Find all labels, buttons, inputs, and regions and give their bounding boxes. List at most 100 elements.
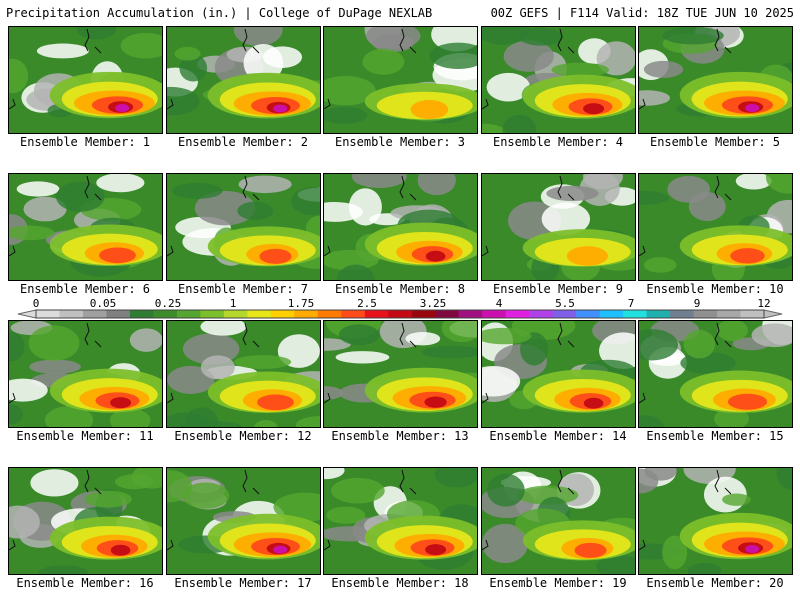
coastline xyxy=(714,469,732,495)
colorbar-segment xyxy=(106,310,131,318)
coastline xyxy=(714,322,732,348)
ensemble-member-label: Ensemble Member: 13 xyxy=(331,429,469,443)
precip-map xyxy=(324,468,477,574)
coastline xyxy=(557,175,575,201)
coastline xyxy=(167,245,174,257)
colorbar-tick-label: 9 xyxy=(693,297,701,310)
colorbar-segment xyxy=(317,310,342,318)
ensemble-member-label: Ensemble Member: 18 xyxy=(331,576,469,590)
coastline xyxy=(84,469,102,495)
ensemble-panel xyxy=(638,320,793,428)
colorbar-segment xyxy=(552,310,577,318)
precip-map xyxy=(167,27,320,133)
coastline xyxy=(242,175,260,201)
ensemble-panel xyxy=(166,467,321,575)
map-title: Precipitation Accumulation (in.) | Colle… xyxy=(6,6,433,20)
ensemble-panel xyxy=(481,173,636,281)
colorbar-segment xyxy=(717,310,742,318)
precip-map xyxy=(639,174,792,280)
precip-map xyxy=(167,468,320,574)
coastline xyxy=(9,245,16,257)
coastline xyxy=(482,98,489,110)
ensemble-member-label: Ensemble Member: 1 xyxy=(19,135,151,149)
coastline xyxy=(557,469,575,495)
coastline xyxy=(9,539,16,551)
precip-map xyxy=(167,321,320,427)
colorbar-segment xyxy=(670,310,695,318)
ensemble-member-label: Ensemble Member: 6 xyxy=(19,282,151,296)
coastline xyxy=(167,392,174,404)
colorbar-segment xyxy=(576,310,601,318)
precip-map xyxy=(482,468,635,574)
ensemble-member-label: Ensemble Member: 7 xyxy=(177,282,309,296)
coastline xyxy=(9,98,16,110)
ensemble-panel xyxy=(166,320,321,428)
precip-map xyxy=(482,27,635,133)
colorbar-tick-label: 2.5 xyxy=(357,297,377,310)
ensemble-panel xyxy=(638,173,793,281)
coastline xyxy=(714,28,732,54)
ensemble-panel xyxy=(166,173,321,281)
colorbar-segment xyxy=(59,310,84,318)
ensemble-member-label: Ensemble Member: 5 xyxy=(649,135,781,149)
precip-map xyxy=(324,321,477,427)
ensemble-panel xyxy=(8,320,163,428)
precip-map xyxy=(639,468,792,574)
colorbar-segment xyxy=(693,310,718,318)
colorbar-tick-label: 5.5 xyxy=(555,297,575,310)
precip-map xyxy=(639,27,792,133)
colorbar-segment xyxy=(294,310,319,318)
coastline xyxy=(639,539,646,551)
coastline xyxy=(639,392,646,404)
ensemble-panel xyxy=(166,26,321,134)
coastline xyxy=(84,322,102,348)
coastline xyxy=(482,539,489,551)
precip-map xyxy=(324,27,477,133)
colorbar-segment xyxy=(458,310,483,318)
ensemble-member-label: Ensemble Member: 8 xyxy=(334,282,466,296)
ensemble-panel xyxy=(323,173,478,281)
coastline xyxy=(9,392,16,404)
coastline xyxy=(324,245,331,257)
colorbar-segment xyxy=(223,310,248,318)
ensemble-panel xyxy=(323,467,478,575)
colorbar-segment xyxy=(599,310,624,318)
colorbar-tick-label: 0.25 xyxy=(154,297,182,310)
colorbar-segment xyxy=(435,310,460,318)
coastline xyxy=(557,28,575,54)
precip-map xyxy=(482,321,635,427)
precip-colorbar xyxy=(17,309,783,319)
coastline xyxy=(399,28,417,54)
coastline xyxy=(557,322,575,348)
colorbar-segment xyxy=(200,310,225,318)
precip-map xyxy=(9,468,162,574)
colorbar-tick-label: 4 xyxy=(495,297,503,310)
ensemble-member-label: Ensemble Member: 11 xyxy=(16,429,154,443)
ensemble-member-label: Ensemble Member: 9 xyxy=(492,282,624,296)
colorbar-segment xyxy=(153,310,178,318)
colorbar-segment xyxy=(388,310,413,318)
coastline xyxy=(399,469,417,495)
colorbar-segment xyxy=(129,310,154,318)
coastline xyxy=(84,175,102,201)
coastline xyxy=(639,245,646,257)
ensemble-panel xyxy=(323,320,478,428)
colorbar-segment xyxy=(623,310,648,318)
coastline xyxy=(324,539,331,551)
coastline xyxy=(84,28,102,54)
colorbar-segment xyxy=(529,310,554,318)
colorbar-tick-label: 12 xyxy=(757,297,771,310)
coastline xyxy=(324,98,331,110)
ensemble-member-label: Ensemble Member: 10 xyxy=(646,282,784,296)
coastline xyxy=(399,322,417,348)
ensemble-member-label: Ensemble Member: 16 xyxy=(16,576,154,590)
ensemble-panel xyxy=(8,467,163,575)
ensemble-member-label: Ensemble Member: 4 xyxy=(492,135,624,149)
colorbar-max-arrow xyxy=(763,309,783,319)
coastline xyxy=(639,98,646,110)
coastline xyxy=(167,98,174,110)
ensemble-member-label: Ensemble Member: 15 xyxy=(646,429,784,443)
ensemble-panel xyxy=(481,320,636,428)
colorbar-tick-label: 1.75 xyxy=(287,297,315,310)
precip-map xyxy=(167,174,320,280)
